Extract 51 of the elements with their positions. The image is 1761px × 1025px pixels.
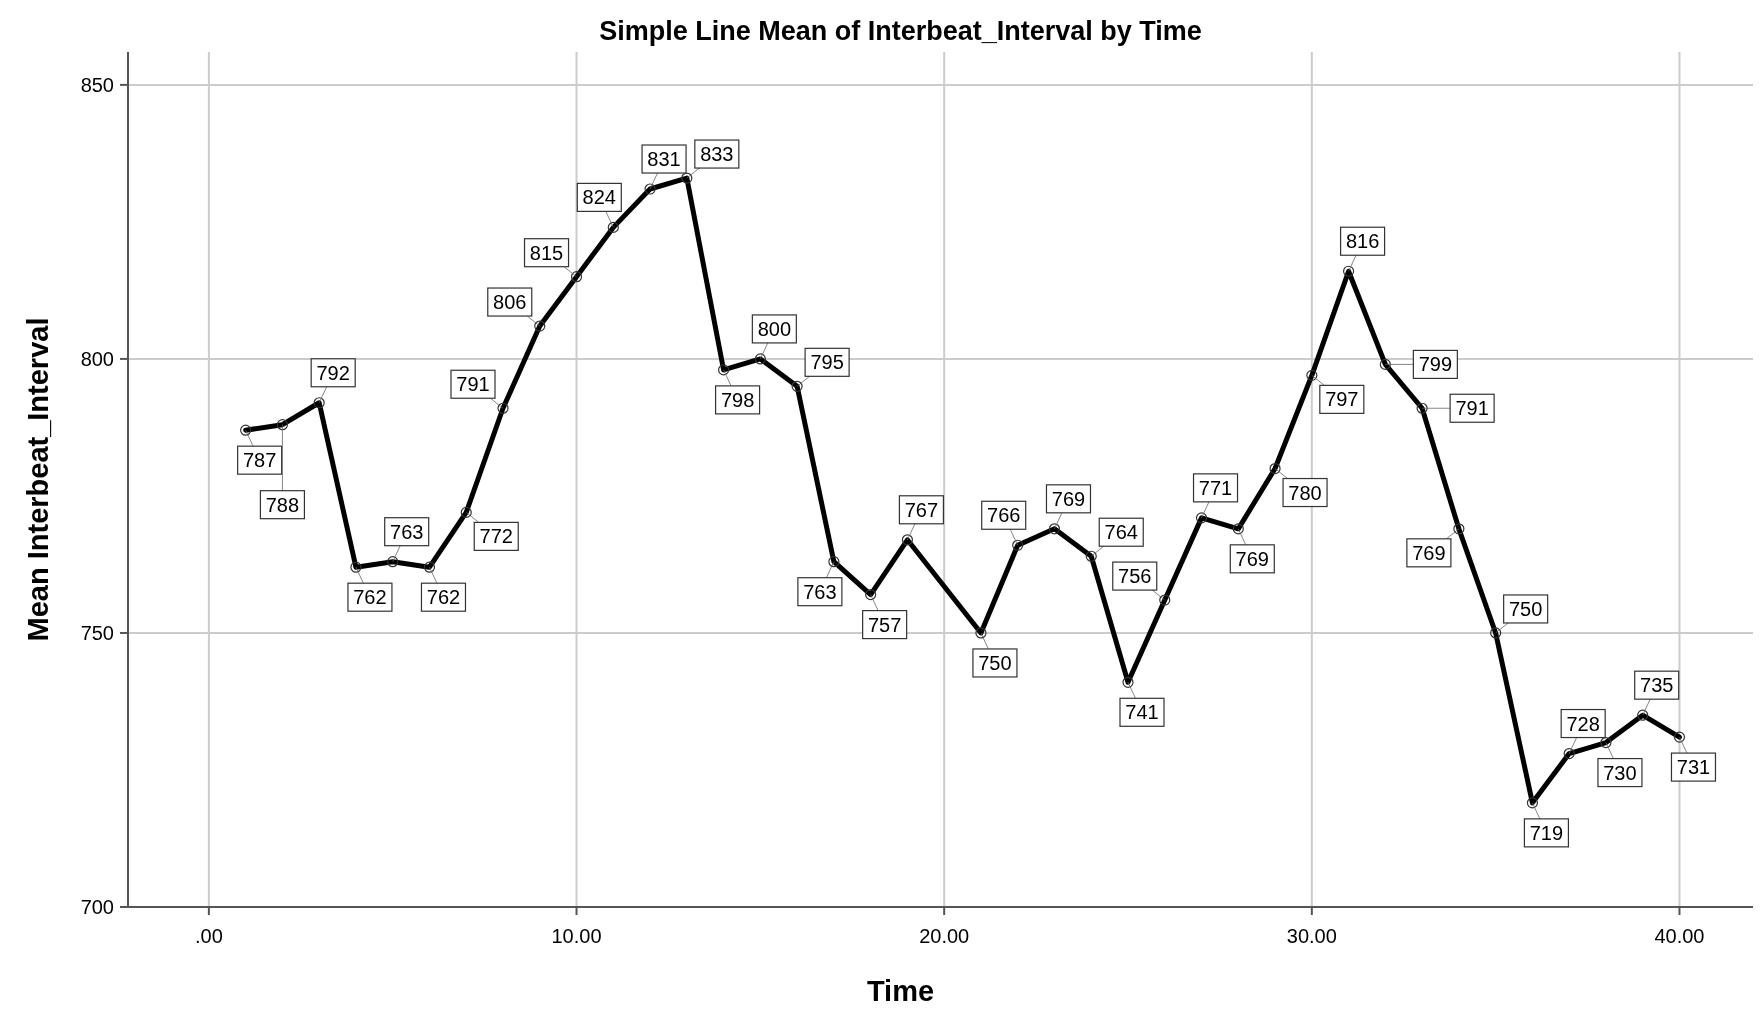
data-label: 769 bbox=[1235, 547, 1269, 570]
data-label: 767 bbox=[904, 498, 939, 521]
y-tick-label: 750 bbox=[80, 621, 114, 644]
data-label: 772 bbox=[479, 525, 513, 548]
data-label: 764 bbox=[1104, 521, 1138, 544]
data-label: 800 bbox=[757, 317, 792, 340]
y-tick-label: 850 bbox=[80, 73, 114, 96]
data-label: 763 bbox=[803, 580, 837, 603]
data-label: 730 bbox=[1603, 761, 1637, 784]
data-label: 806 bbox=[493, 291, 527, 314]
data-label: 735 bbox=[1640, 674, 1674, 697]
y-axis-title: Mean Interbeat_Interval bbox=[22, 317, 54, 642]
data-label: 769 bbox=[1051, 487, 1086, 510]
x-tick-label: .00 bbox=[194, 925, 223, 947]
data-label: 763 bbox=[390, 520, 424, 543]
data-label: 831 bbox=[647, 148, 681, 171]
data-label: 769 bbox=[1412, 541, 1446, 564]
y-tick-label: 800 bbox=[80, 347, 114, 370]
data-label: 780 bbox=[1288, 481, 1322, 504]
data-label: 824 bbox=[582, 186, 616, 209]
x-tick-label: 20.00 bbox=[919, 925, 970, 947]
x-tick-label: 40.00 bbox=[1654, 925, 1705, 947]
data-label: 762 bbox=[353, 586, 387, 609]
chart-title: Simple Line Mean of Interbeat_Interval by Time bbox=[599, 16, 1202, 46]
data-label: 795 bbox=[810, 351, 844, 374]
data-label: 741 bbox=[1125, 701, 1159, 724]
data-label: 792 bbox=[316, 361, 350, 384]
data-label: 815 bbox=[529, 241, 564, 264]
data-label: 750 bbox=[978, 651, 1012, 674]
data-label: 791 bbox=[1455, 397, 1489, 420]
x-axis-title: Time bbox=[866, 975, 935, 1007]
data-label: 799 bbox=[1418, 353, 1453, 376]
data-label: 756 bbox=[1118, 565, 1152, 588]
data-label: 757 bbox=[867, 613, 902, 636]
data-label: 791 bbox=[456, 373, 490, 396]
data-label: 798 bbox=[720, 388, 755, 411]
data-label: 731 bbox=[1676, 756, 1711, 779]
y-tick-label: 700 bbox=[80, 896, 114, 918]
data-label: 797 bbox=[1325, 388, 1359, 411]
data-label: 787 bbox=[242, 449, 277, 472]
data-label: 788 bbox=[265, 493, 300, 516]
data-label: 816 bbox=[1345, 230, 1380, 253]
x-tick-label: 10.00 bbox=[551, 925, 602, 947]
data-label: 728 bbox=[1566, 712, 1600, 735]
data-label: 750 bbox=[1508, 597, 1543, 620]
data-label: 766 bbox=[987, 504, 1021, 527]
data-label: 719 bbox=[1529, 821, 1564, 844]
data-label: 833 bbox=[700, 143, 734, 166]
x-tick-label: 30.00 bbox=[1286, 925, 1337, 947]
data-label: 762 bbox=[426, 586, 461, 609]
data-label: 771 bbox=[1198, 476, 1233, 499]
